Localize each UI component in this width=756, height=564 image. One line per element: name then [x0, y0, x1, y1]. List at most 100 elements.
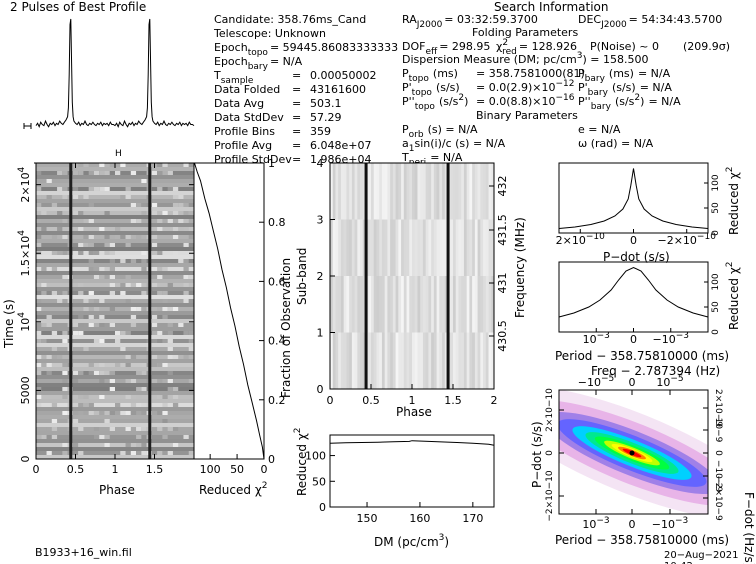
- subband-cell: [491, 163, 494, 220]
- time-cell: [162, 315, 168, 319]
- time-cell: [78, 403, 84, 407]
- chi-vs-pdot-xtick-label: −2×10−10: [657, 232, 716, 247]
- time-row: [36, 367, 194, 372]
- data-folded-value: 43161600: [310, 83, 366, 96]
- chi-time-ytick-label: 0: [268, 453, 275, 466]
- subband-cell: [425, 219, 429, 276]
- subband-cell: [384, 219, 388, 276]
- time-cell: [188, 299, 194, 303]
- subband-cell: [330, 276, 334, 333]
- time-cell: [72, 171, 79, 175]
- best-fit-marker: [629, 450, 635, 456]
- subband-cell: [351, 163, 356, 220]
- time-cell: [72, 195, 79, 199]
- time-cell: [183, 275, 189, 279]
- time-cell: [62, 387, 68, 391]
- time-row: [36, 279, 194, 284]
- subband-cell: [409, 163, 413, 220]
- time-row: [36, 431, 194, 436]
- subband-cell: [330, 163, 334, 220]
- time-cell: [36, 227, 42, 231]
- time-row: [36, 327, 194, 332]
- subband-cell: [436, 163, 440, 220]
- time-cell: [162, 435, 168, 439]
- time-cell: [88, 187, 94, 191]
- eq-7: =: [292, 153, 301, 166]
- subband-cell: [442, 332, 446, 389]
- subband-ytick-label: 2: [317, 270, 324, 283]
- time-cell: [178, 323, 184, 327]
- subband-cell: [466, 276, 470, 333]
- subband-pulse-1: [364, 163, 368, 389]
- time-cell: [162, 267, 168, 271]
- time-cell: [125, 363, 131, 367]
- time-cell: [78, 251, 84, 255]
- subband-cell: [392, 276, 397, 333]
- subband-cell: [368, 276, 372, 333]
- subband-cell: [332, 163, 336, 220]
- subband-cell: [384, 276, 388, 333]
- time-cell: [141, 203, 147, 207]
- subband-cell: [483, 332, 487, 389]
- time-row: [36, 407, 194, 412]
- time-cell: [78, 227, 84, 231]
- chi-time-ytick-label: 1: [268, 157, 275, 170]
- time-cell: [109, 259, 115, 263]
- time-cell: [104, 267, 110, 271]
- time-cell: [109, 251, 115, 255]
- time-cell: [99, 171, 105, 175]
- time-cell: [36, 403, 42, 407]
- time-cell: [188, 235, 194, 239]
- time-cell: [109, 387, 115, 391]
- chi-dm-ytick-label: 100: [305, 450, 326, 463]
- ecc-text: e = N/A: [578, 123, 621, 136]
- subband-cell: [332, 332, 336, 389]
- time-cell: [83, 211, 89, 215]
- subband-cell: [401, 219, 405, 276]
- subband-cell: [442, 219, 446, 276]
- data-stddev-value: 57.29: [310, 111, 342, 124]
- time-cell: [99, 187, 105, 191]
- subband-cell: [439, 219, 443, 276]
- time-cell: [93, 251, 100, 255]
- subband-cell: [354, 332, 358, 389]
- time-row: [36, 287, 194, 292]
- chi-vs-period-ytick-label: 0: [711, 329, 721, 335]
- subband-cell: [420, 163, 424, 220]
- time-cell: [36, 307, 42, 311]
- profile-stddev-label: Profile StdDev: [214, 153, 292, 166]
- time-cell: [72, 283, 79, 287]
- tsample-value: 0.00050002: [310, 69, 376, 82]
- subband-cell: [332, 219, 336, 276]
- time-cell: [151, 251, 158, 255]
- subband-cell: [455, 163, 459, 220]
- time-cell: [109, 267, 115, 271]
- subband-cell: [343, 332, 347, 389]
- time-cell: [167, 451, 173, 455]
- time-cell: [88, 363, 94, 367]
- subband-cell: [469, 332, 473, 389]
- subband-cell: [387, 332, 391, 389]
- subband-cell: [450, 276, 454, 333]
- time-phase-ytick-label: 1.5×104: [17, 230, 32, 277]
- time-cell: [51, 267, 58, 271]
- subband-cell: [480, 332, 484, 389]
- time-cell: [99, 371, 105, 375]
- data-avg-label: Data Avg: [214, 97, 264, 110]
- subband-cell: [376, 332, 380, 389]
- time-cell: [104, 435, 110, 439]
- time-cell: [51, 355, 58, 359]
- time-cell: [88, 315, 94, 319]
- time-row: [36, 415, 194, 420]
- chi-vs-pdot-xtick-label: 0: [630, 234, 637, 247]
- subband-cell: [403, 276, 408, 333]
- dof-text: DOFeff = 298.95: [402, 40, 490, 57]
- time-row: [36, 199, 194, 204]
- time-cell: [141, 179, 147, 183]
- time-cell: [130, 379, 137, 383]
- time-cell: [183, 299, 189, 303]
- chi-period-frame: [558, 261, 709, 333]
- time-cell: [172, 195, 179, 199]
- time-cell: [62, 331, 68, 335]
- time-cell: [157, 411, 163, 415]
